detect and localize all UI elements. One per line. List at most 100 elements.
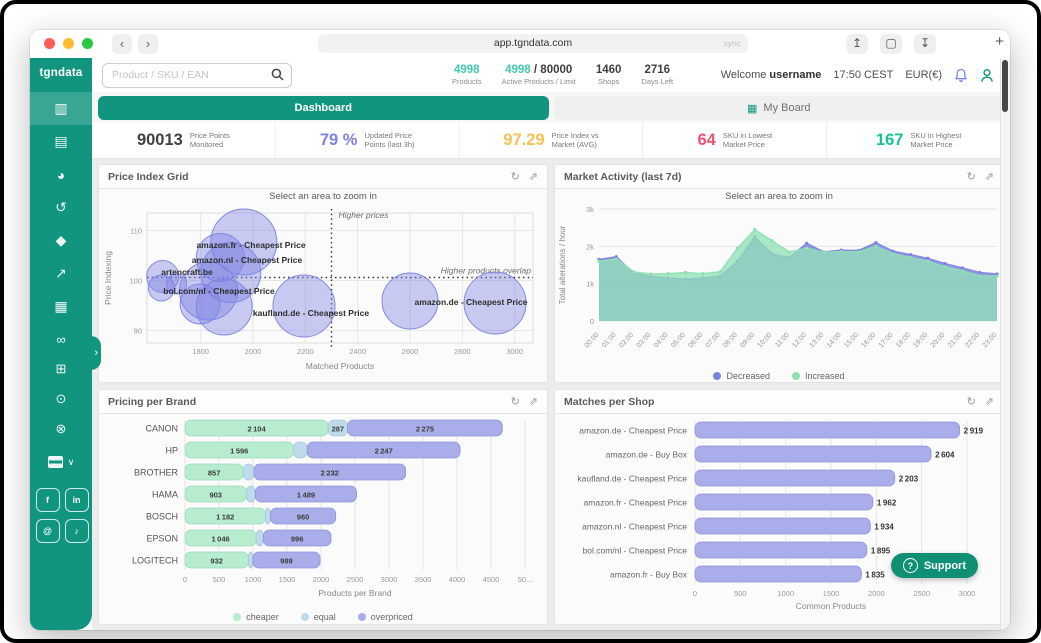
scrollbar[interactable]	[1000, 58, 1010, 630]
svg-text:2 919: 2 919	[964, 427, 984, 436]
svg-text:0: 0	[183, 575, 187, 584]
search-icon[interactable]	[271, 68, 284, 81]
sidebar-item-board[interactable]: ⊞	[55, 361, 67, 376]
svg-text:2 104: 2 104	[247, 425, 266, 434]
chart-legend: cheaper equal overpriced	[99, 609, 547, 624]
panel-title: Market Activity (last 7d)	[564, 170, 682, 183]
svg-text:1 182: 1 182	[216, 513, 234, 522]
panel-title: Price Index Grid	[108, 170, 189, 183]
sidebar-item-trends[interactable]: ↗	[55, 265, 67, 281]
zoom-window-button[interactable]	[82, 38, 93, 49]
legend-item-decreased[interactable]: Decreased	[713, 371, 770, 381]
welcome-text: Welcome username	[720, 69, 822, 81]
linkedin-icon[interactable]: in	[64, 488, 89, 512]
svg-text:989: 989	[280, 557, 293, 566]
stat-label: Shops	[597, 77, 620, 86]
svg-text:bol.com/nl - Cheapest Price: bol.com/nl - Cheapest Price	[583, 546, 688, 556]
pricing-per-brand-chart[interactable]: 0 500 1000 1500 2000 2500 3000 3500 4000 4500 50..…	[99, 414, 543, 604]
svg-text:artencraft.be: artencraft.be	[161, 267, 213, 277]
support-button[interactable]: ? Support	[890, 553, 978, 578]
legend-item-cheaper[interactable]: cheaper	[233, 612, 279, 622]
refresh-icon[interactable]: ↻	[510, 171, 520, 183]
svg-text:3k: 3k	[586, 205, 594, 214]
sidebar-expand-handle[interactable]: ›	[83, 336, 101, 370]
sidebar-item-products[interactable]: ▤	[54, 133, 68, 149]
sidebar-item-help[interactable]: ⊗	[55, 421, 67, 436]
facebook-icon[interactable]: f	[35, 488, 60, 512]
back-icon[interactable]: ‹	[112, 34, 132, 54]
svg-text:500: 500	[213, 575, 226, 584]
url-bar[interactable]: app.tgndata.com sync	[318, 34, 748, 53]
new-tab-icon[interactable]: +	[995, 33, 1004, 50]
tab-bar: Dashboard ▦ My Board	[92, 92, 1010, 122]
svg-text:1 046: 1 046	[211, 535, 229, 544]
svg-text:1000: 1000	[777, 589, 794, 598]
market-activity-chart[interactable]: 0 1k 2k 3k 00:00 01:00 02:00 03:00 04:00 05:00 06:…	[555, 203, 1004, 363]
svg-text:bol.com/nl - Cheapest Price: bol.com/nl - Cheapest Price	[163, 286, 275, 296]
sidebar-item-links[interactable]: ∞	[56, 331, 66, 347]
refresh-icon[interactable]: ↻	[966, 171, 976, 183]
svg-text:07:00: 07:00	[705, 332, 722, 350]
scrollbar-thumb[interactable]	[1002, 60, 1008, 112]
sidebar-item-notifications[interactable]: ⊙	[55, 391, 67, 406]
stat-shops: 1460 Shops	[596, 64, 622, 86]
svg-text:857: 857	[208, 469, 221, 478]
user-icon[interactable]	[980, 68, 994, 83]
svg-text:01:00: 01:00	[601, 332, 618, 350]
svg-text:1 934: 1 934	[874, 523, 894, 532]
legend-item-overpriced[interactable]: overpriced	[357, 612, 413, 622]
tab-my-board[interactable]: ▦ My Board	[553, 96, 1004, 120]
sidebar-item-history[interactable]: ↺	[55, 199, 67, 215]
svg-text:0: 0	[590, 317, 594, 326]
clock-text: 17:50 CEST	[833, 69, 894, 81]
currency-selector[interactable]: EUR(€)	[905, 69, 942, 81]
bell-icon[interactable]	[954, 68, 968, 83]
svg-text:2 232: 2 232	[321, 469, 339, 478]
share-icon[interactable]: ↥	[846, 34, 868, 54]
kpi-value: 79 %	[319, 130, 358, 149]
instagram-icon[interactable]: @	[35, 519, 60, 543]
forward-icon[interactable]: ›	[138, 34, 158, 54]
expand-icon[interactable]: ⇗	[528, 171, 538, 183]
sidebar-item-reports[interactable]: ▦	[54, 298, 68, 314]
board-icon: ▦	[747, 102, 758, 115]
svg-text:100: 100	[129, 277, 142, 286]
svg-text:BOSCH: BOSCH	[146, 512, 178, 522]
legend-item-equal[interactable]: equal	[300, 612, 336, 622]
svg-text:3000: 3000	[381, 575, 398, 584]
svg-text:2600: 2600	[402, 347, 419, 356]
kpi-label: Updated Price Points (last 3h)	[364, 130, 415, 149]
close-window-button[interactable]	[44, 38, 55, 49]
expand-icon[interactable]: ⇗	[528, 396, 538, 408]
tabs-overview-icon[interactable]: ▢	[880, 34, 902, 54]
sidebar-item-dashboard[interactable]: ▥	[30, 92, 92, 125]
stat-value: 4998	[454, 64, 480, 76]
panel-header: Pricing per Brand ↻ ⇗	[99, 390, 547, 414]
download-icon[interactable]: ↧	[914, 34, 936, 54]
refresh-icon[interactable]: ↻	[510, 396, 520, 408]
refresh-icon[interactable]: ↻	[966, 396, 976, 408]
account-stats: 4998 Products 4998 / 80000 Active Products …	[452, 64, 673, 86]
legend-item-increased[interactable]: Increased	[792, 371, 845, 381]
svg-text:21:00: 21:00	[947, 332, 964, 350]
tab-dashboard[interactable]: Dashboard	[98, 96, 549, 120]
svg-text:17:00: 17:00	[878, 332, 895, 350]
tiktok-icon[interactable]: ♪	[64, 519, 89, 543]
matches-per-shop-chart[interactable]: 0 500 1000 1500 2000 2500 3000 amazon.de - Chea…	[555, 414, 1004, 611]
price-index-grid-chart[interactable]: 1800 2000 2200 2400 2600 2800 3000 90 100 110 High…	[99, 203, 543, 381]
chart-subtitle: Select an area to zoom in	[725, 191, 833, 202]
app-logo[interactable]: tgndata	[39, 67, 83, 79]
search-input[interactable]	[103, 63, 291, 87]
expand-icon[interactable]: ⇗	[984, 396, 994, 408]
minimize-window-button[interactable]	[63, 38, 74, 49]
svg-text:BROTHER: BROTHER	[134, 468, 179, 478]
svg-text:13:00: 13:00	[809, 332, 826, 350]
sidebar-item-analytics[interactable]: ◕	[56, 166, 66, 183]
sidebar-item-tags[interactable]: ◆	[55, 232, 67, 248]
language-selector[interactable]: ∨	[30, 456, 92, 468]
svg-text:2500: 2500	[347, 575, 364, 584]
svg-text:2 203: 2 203	[899, 475, 919, 484]
product-search[interactable]	[102, 62, 292, 88]
expand-icon[interactable]: ⇗	[984, 171, 994, 183]
kpi-row: 90013 Price Points Monitored 79 % Updated Pr…	[92, 122, 1010, 159]
